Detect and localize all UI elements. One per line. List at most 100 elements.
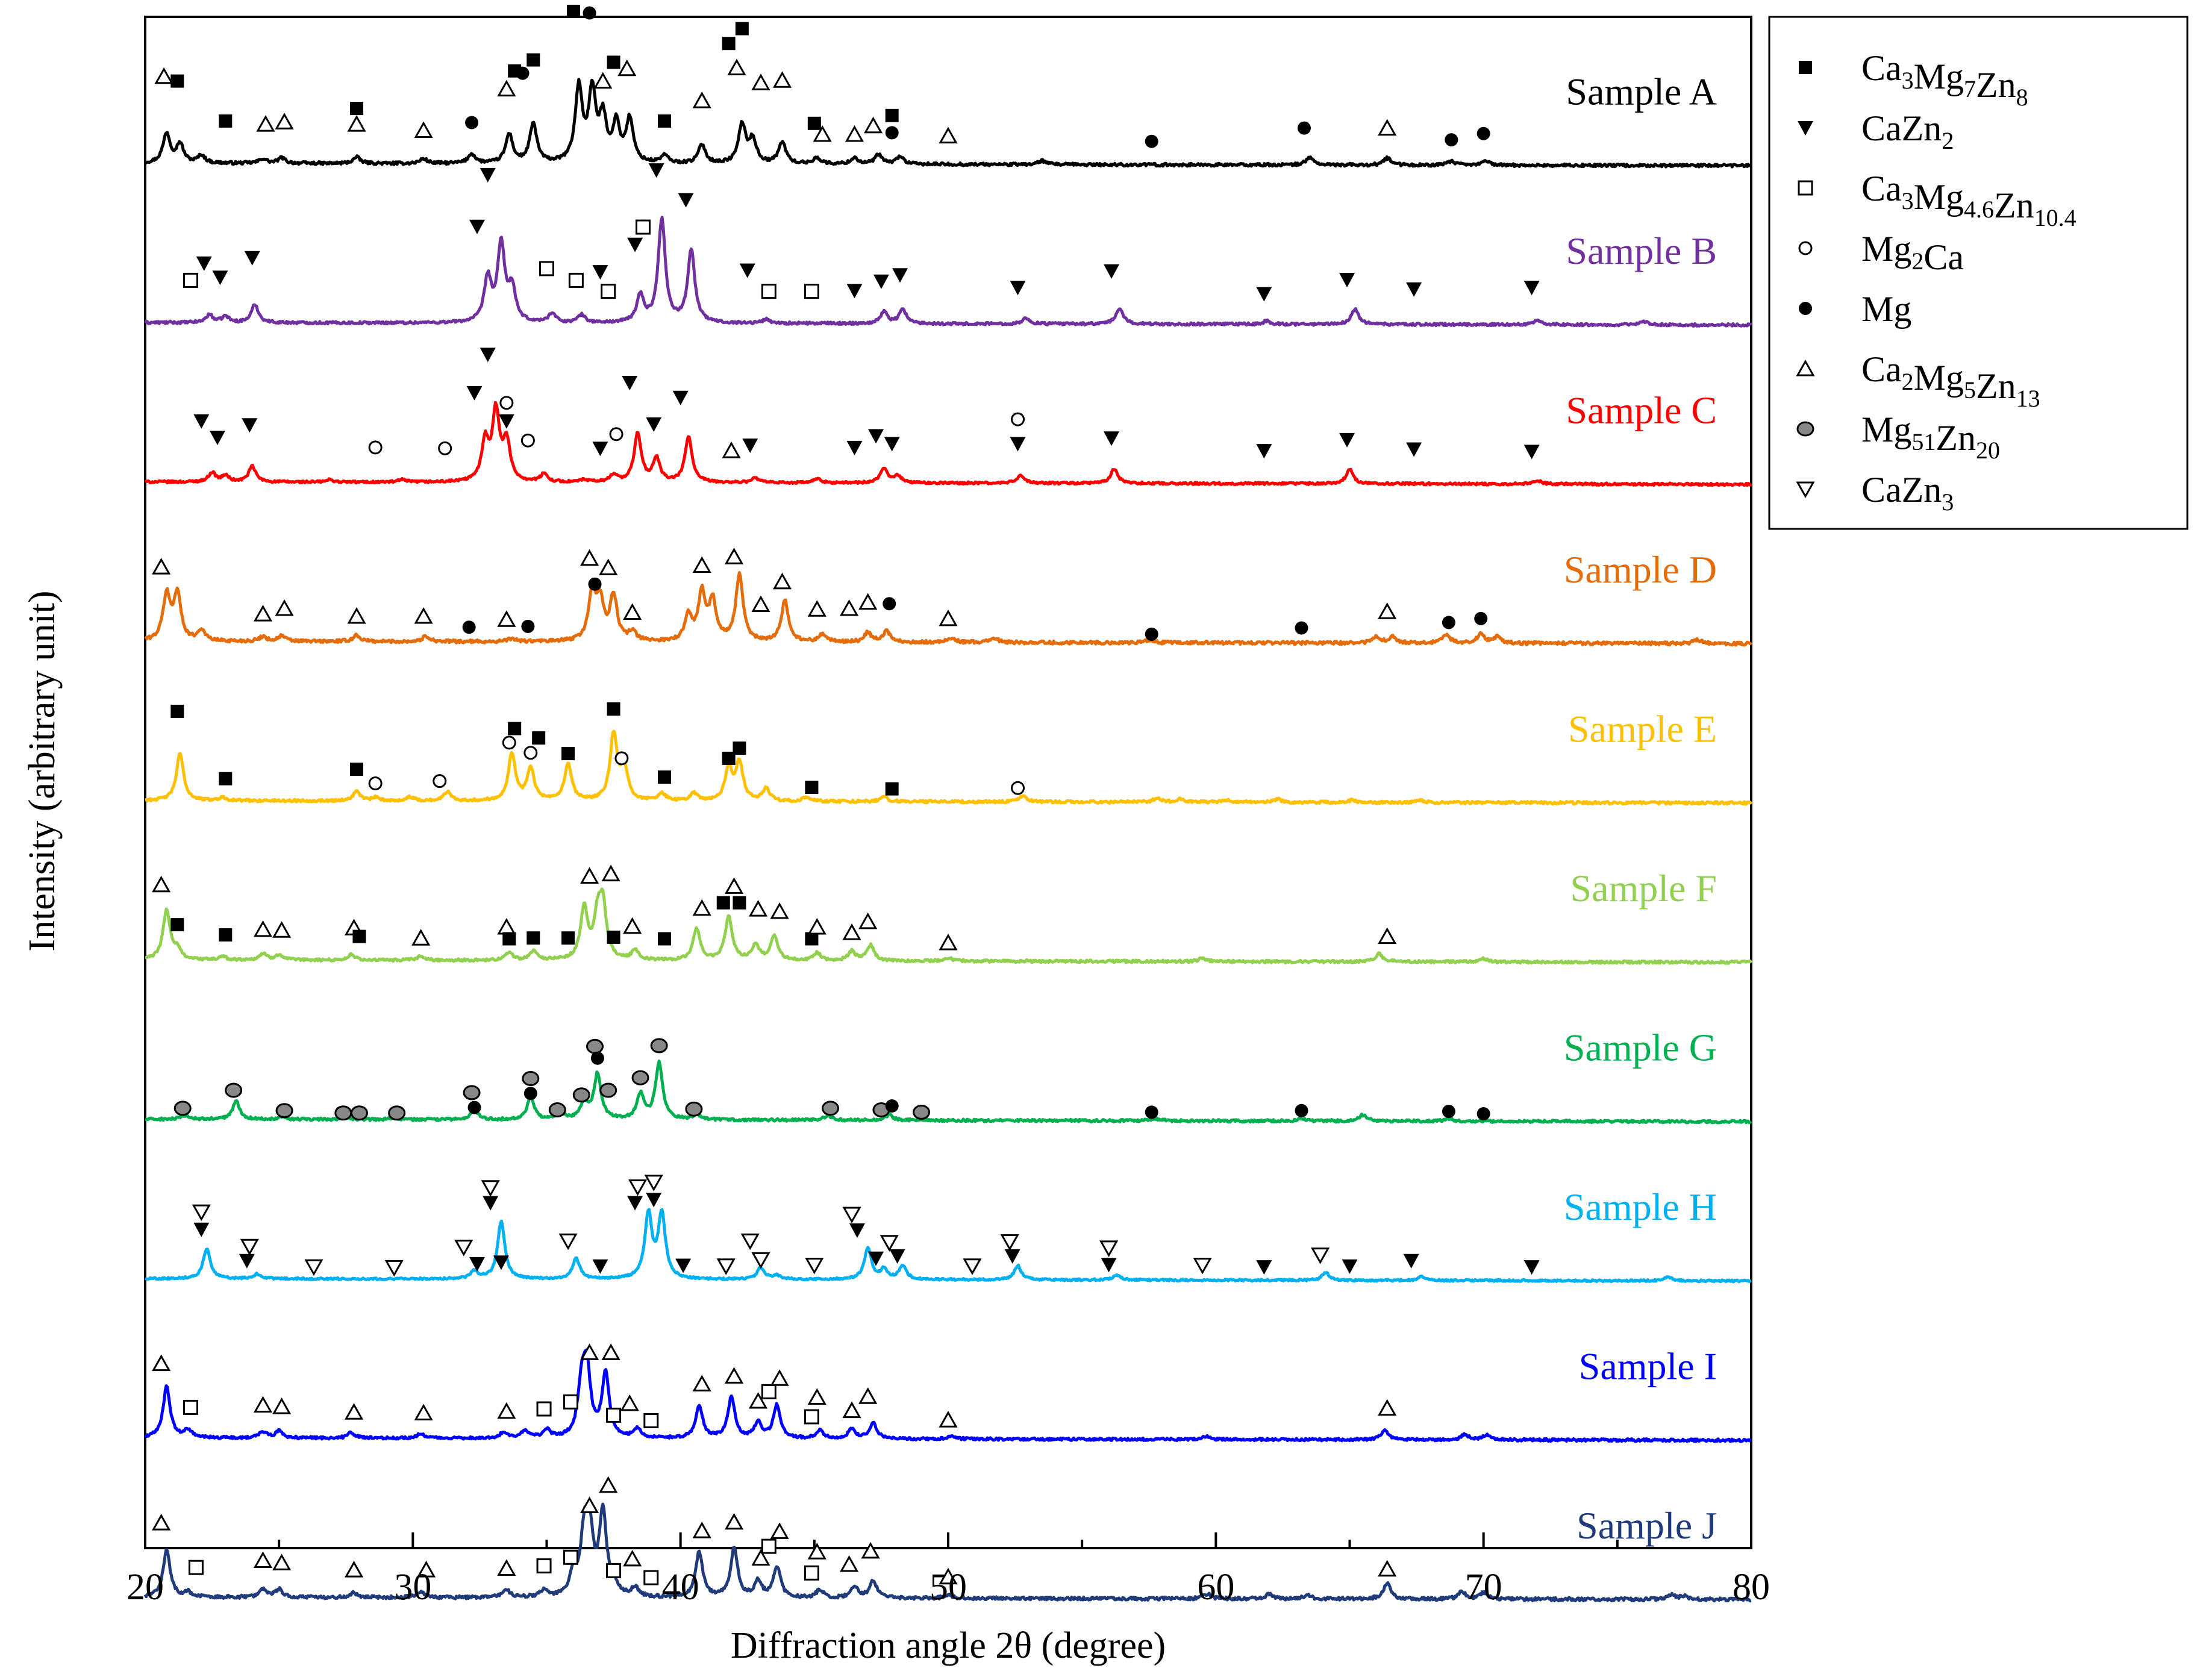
phase-marker-10-14 bbox=[643, 1570, 659, 1585]
phase-marker-9-8 bbox=[536, 1401, 552, 1417]
phase-marker-2-17 bbox=[804, 284, 819, 299]
phase-marker-1-5 bbox=[275, 113, 294, 130]
legend-label-4: Mg2Ca bbox=[1861, 229, 1964, 277]
phase-marker-8-27 bbox=[889, 1249, 905, 1264]
marker-layer bbox=[152, 4, 1540, 1585]
phase-marker-8-20 bbox=[740, 1233, 760, 1251]
series-label-7: Sample G bbox=[1564, 1026, 1717, 1069]
phase-marker-2-24 bbox=[1339, 273, 1355, 288]
phase-marker-8-36 bbox=[1342, 1259, 1358, 1274]
phase-marker-10-1 bbox=[152, 1514, 171, 1531]
phase-marker-2-9 bbox=[592, 265, 608, 280]
phase-marker-3-21 bbox=[1011, 412, 1025, 426]
phase-marker-9-5 bbox=[345, 1403, 364, 1420]
phase-marker-9-20 bbox=[804, 1409, 819, 1425]
phase-marker-6-18 bbox=[692, 899, 711, 916]
phase-marker-6-27 bbox=[858, 912, 878, 929]
phase-marker-7-7 bbox=[463, 1085, 481, 1101]
phase-marker-7-6 bbox=[388, 1105, 406, 1121]
phase-marker-3-19 bbox=[868, 429, 884, 444]
phase-marker-6-20 bbox=[724, 877, 744, 894]
phase-marker-8-5 bbox=[304, 1259, 323, 1276]
phase-marker-8-7 bbox=[454, 1240, 473, 1257]
series-line-7 bbox=[144, 1060, 1752, 1125]
phase-marker-3-1 bbox=[193, 414, 210, 429]
phase-marker-10-6 bbox=[416, 1561, 436, 1578]
phase-marker-8-13 bbox=[592, 1259, 608, 1274]
phase-marker-7-21 bbox=[885, 1099, 899, 1113]
phase-marker-6-9 bbox=[497, 917, 516, 935]
phase-marker-3-15 bbox=[672, 390, 689, 405]
phase-marker-10-7 bbox=[497, 1559, 516, 1576]
phase-marker-4-18 bbox=[840, 599, 859, 616]
phase-marker-7-15 bbox=[599, 1082, 617, 1098]
phase-marker-9-24 bbox=[939, 1411, 958, 1428]
phase-marker-6-2 bbox=[170, 918, 184, 932]
phase-marker-1-35 bbox=[1378, 119, 1397, 136]
phase-marker-6-13 bbox=[580, 867, 599, 884]
x-tick-label: 40 bbox=[662, 1567, 699, 1608]
phase-marker-8-37 bbox=[1403, 1254, 1419, 1269]
phase-marker-1-28 bbox=[845, 125, 864, 142]
phase-marker-8-26 bbox=[880, 1235, 899, 1252]
phase-marker-9-1 bbox=[152, 1354, 171, 1372]
phase-marker-6-24 bbox=[805, 932, 819, 946]
phase-marker-1-21 bbox=[722, 37, 736, 51]
phase-marker-4-25 bbox=[1442, 616, 1455, 629]
phase-marker-7-18 bbox=[685, 1101, 703, 1117]
legend-label-3: Ca3Mg4.6Zn10.4 bbox=[1861, 169, 2076, 231]
phase-marker-4-8 bbox=[521, 619, 535, 633]
phase-marker-2-22 bbox=[1104, 264, 1120, 279]
phase-marker-8-8 bbox=[469, 1257, 485, 1272]
phase-marker-3-14 bbox=[646, 417, 662, 432]
phase-marker-9-6 bbox=[414, 1404, 433, 1420]
phase-marker-4-10 bbox=[588, 577, 602, 591]
series-label-1: Sample A bbox=[1566, 70, 1717, 113]
phase-marker-8-21 bbox=[751, 1252, 770, 1269]
phase-marker-8-14 bbox=[627, 1196, 643, 1211]
series-label-9: Sample I bbox=[1579, 1345, 1717, 1388]
phase-marker-5-9 bbox=[532, 731, 546, 745]
phase-marker-1-2 bbox=[170, 74, 184, 88]
phase-marker-1-30 bbox=[885, 108, 899, 122]
phase-marker-7-12 bbox=[572, 1087, 590, 1103]
phase-marker-6-25 bbox=[807, 917, 827, 935]
phase-marker-2-19 bbox=[873, 274, 889, 289]
phase-marker-10-5 bbox=[345, 1561, 364, 1578]
series-label-8: Sample H bbox=[1564, 1185, 1717, 1228]
phase-marker-1-20 bbox=[692, 92, 711, 108]
phase-marker-6-12 bbox=[561, 931, 575, 945]
phase-marker-4-19 bbox=[858, 593, 878, 610]
phase-marker-9-3 bbox=[253, 1396, 273, 1413]
phase-marker-4-3 bbox=[275, 599, 294, 616]
legend-label-2: CaZn2 bbox=[1861, 108, 1954, 154]
phase-marker-6-11 bbox=[527, 931, 540, 945]
phase-marker-4-6 bbox=[462, 620, 476, 634]
phase-marker-5-3 bbox=[350, 763, 364, 776]
phase-marker-1-12 bbox=[516, 66, 530, 80]
phase-marker-5-5 bbox=[433, 774, 447, 788]
phase-marker-1-10 bbox=[497, 80, 516, 97]
phase-marker-10-21 bbox=[807, 1543, 827, 1560]
phase-marker-1-3 bbox=[219, 114, 233, 128]
phase-marker-1-19 bbox=[658, 114, 672, 128]
phase-marker-7-17 bbox=[650, 1038, 668, 1054]
phase-marker-1-22 bbox=[727, 58, 746, 75]
legend-label-5: Mg bbox=[1861, 289, 1911, 329]
phase-marker-9-13 bbox=[620, 1394, 639, 1411]
phase-marker-1-36 bbox=[1445, 133, 1458, 147]
phase-marker-6-16 bbox=[623, 917, 642, 934]
phase-marker-5-12 bbox=[614, 751, 629, 766]
series-line-9 bbox=[144, 1348, 1752, 1443]
phase-marker-3-3 bbox=[242, 418, 258, 433]
phase-marker-3-24 bbox=[1256, 444, 1272, 459]
phase-marker-3-7 bbox=[480, 348, 496, 363]
phase-marker-3-17 bbox=[742, 439, 758, 453]
y-axis-label: Intensity (arbitrary unit) bbox=[22, 590, 63, 951]
phase-marker-3-23 bbox=[1104, 431, 1120, 446]
phase-marker-8-15 bbox=[628, 1179, 648, 1196]
phase-marker-9-18 bbox=[761, 1384, 777, 1399]
phase-marker-5-1 bbox=[170, 704, 184, 718]
phase-marker-4-17 bbox=[807, 600, 827, 617]
